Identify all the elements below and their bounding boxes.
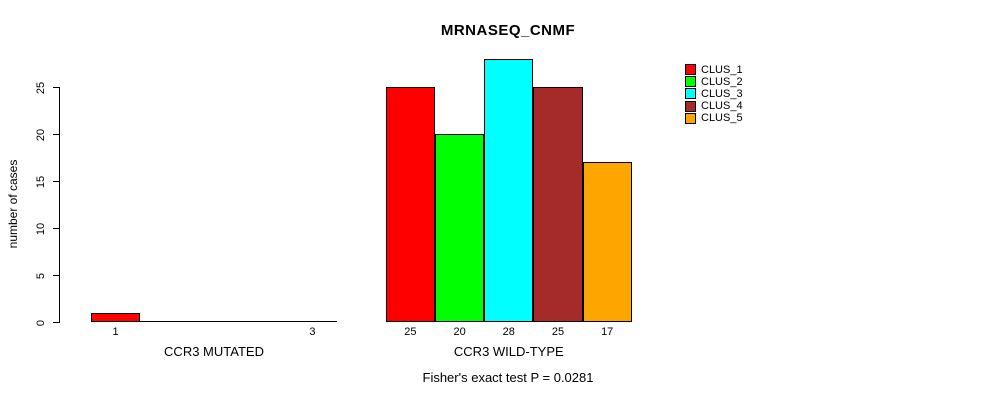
y-tick-label: 15 — [35, 175, 47, 188]
bar-clus_3-wild-type — [484, 58, 534, 322]
bar-clus_2-wild-type — [435, 134, 485, 322]
bar-clus_1-mutated — [91, 312, 141, 322]
legend-item-clus_4: CLUS_4 — [685, 100, 743, 113]
y-tick-label: 5 — [35, 272, 47, 279]
bar-value-label: 20 — [453, 326, 466, 338]
legend-item-clus_5: CLUS_5 — [685, 112, 743, 125]
legend-item-clus_3: CLUS_3 — [685, 87, 743, 100]
group-label-wild-type: CCR3 WILD-TYPE — [453, 344, 564, 359]
y-axis-label: number of cases — [6, 159, 20, 249]
bar-clus_1-wild-type — [385, 87, 435, 322]
bar-value-label: 28 — [502, 326, 515, 338]
y-axis-line — [59, 87, 60, 323]
annotation-text: Fisher's exact test P = 0.0281 — [422, 370, 594, 385]
y-tick-mark — [53, 87, 59, 88]
y-tick-label: 20 — [35, 128, 47, 141]
bar-clus_2-mutated — [140, 321, 190, 322]
legend-label: CLUS_2 — [701, 75, 743, 88]
bar-clus_5-mutated — [287, 321, 337, 322]
legend-swatch — [685, 88, 696, 100]
bar-clus_4-mutated — [238, 321, 288, 322]
legend-swatch — [685, 112, 696, 124]
y-tick-mark — [53, 275, 59, 276]
y-tick-label: 25 — [35, 81, 47, 94]
y-tick-mark — [53, 134, 59, 135]
y-tick-mark — [53, 228, 59, 229]
legend-swatch — [685, 64, 696, 75]
y-tick-label: 10 — [35, 222, 47, 235]
bar-clus_4-wild-type — [533, 87, 583, 322]
group-label-mutated: CCR3 MUTATED — [164, 344, 264, 359]
bar-value-label: 25 — [404, 326, 417, 338]
bar-clus_3-mutated — [189, 321, 239, 322]
y-tick-mark — [53, 181, 59, 182]
bar-value-label: 25 — [551, 326, 565, 338]
bar-value-label: 3 — [309, 326, 316, 338]
bar-value-label: 17 — [601, 326, 614, 338]
legend-label: CLUS_1 — [701, 63, 743, 76]
y-tick-label: 0 — [35, 319, 47, 326]
legend: CLUS_1 CLUS_2 CLUS_3 CLUS_4 CLUS_5 — [685, 64, 743, 125]
legend-item-clus_2: CLUS_2 — [685, 75, 743, 88]
legend-label: CLUS_5 — [701, 112, 743, 125]
legend-label: CLUS_4 — [701, 100, 743, 113]
legend-swatch — [685, 76, 696, 88]
legend-swatch — [685, 100, 696, 112]
bar-clus_5-wild-type — [582, 162, 632, 322]
legend-item-clus_1: CLUS_1 — [685, 63, 743, 76]
bar-value-label: 1 — [112, 326, 119, 338]
legend-label: CLUS_3 — [701, 87, 743, 100]
chart-title: MRNASEQ_CNMF — [440, 22, 576, 39]
y-tick-mark — [53, 322, 59, 323]
